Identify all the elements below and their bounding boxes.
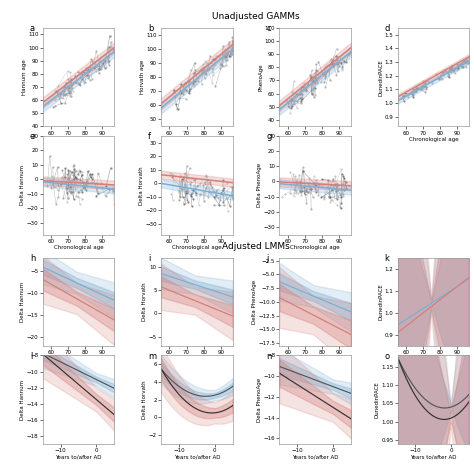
Text: h: h [30,254,35,263]
X-axis label: Years to/after AD: Years to/after AD [173,454,220,459]
Y-axis label: Delta Horvath: Delta Horvath [142,283,147,321]
X-axis label: Chronological age: Chronological age [290,245,340,250]
X-axis label: Chronological age: Chronological age [290,137,340,142]
X-axis label: Chronological age: Chronological age [54,245,103,250]
Y-axis label: Delta Hannum: Delta Hannum [20,282,26,322]
Text: j: j [266,254,269,263]
Y-axis label: Delta Horvath: Delta Horvath [139,166,144,204]
X-axis label: Chronological age: Chronological age [172,137,222,142]
Text: g: g [266,132,272,141]
Text: m: m [148,352,156,361]
Text: d: d [385,24,390,33]
X-axis label: Years to/after AD: Years to/after AD [55,454,102,459]
Text: a: a [30,24,35,33]
Y-axis label: Delta PhenoAge: Delta PhenoAge [257,378,262,421]
Text: c: c [266,24,271,33]
Y-axis label: Delta PhenoAge: Delta PhenoAge [257,163,262,207]
Text: i: i [148,254,150,263]
X-axis label: Chronological age: Chronological age [409,137,458,142]
Y-axis label: Delta PhenoAge: Delta PhenoAge [252,280,257,324]
Text: n: n [266,352,272,361]
X-axis label: Chronological age: Chronological age [290,356,340,362]
Text: e: e [30,132,35,141]
X-axis label: Years to/after AD: Years to/after AD [292,454,338,459]
Text: l: l [30,352,32,361]
X-axis label: Years to/after AD: Years to/after AD [410,454,456,459]
Y-axis label: DunedinPACE: DunedinPACE [375,381,380,418]
Text: f: f [148,132,151,141]
Y-axis label: PhenoAge: PhenoAge [258,63,263,91]
Y-axis label: Delta Hannum: Delta Hannum [20,379,26,420]
Y-axis label: Horvath age: Horvath age [140,60,145,94]
X-axis label: Chronological age: Chronological age [409,356,458,362]
X-axis label: Chronological age: Chronological age [172,356,222,362]
Y-axis label: Delta Hannum: Delta Hannum [20,165,26,205]
Text: k: k [385,254,390,263]
X-axis label: Chronological age: Chronological age [54,137,103,142]
Text: Adjusted LMMs: Adjusted LMMs [222,242,290,251]
X-axis label: Chronological age: Chronological age [172,245,222,250]
Text: o: o [385,352,390,361]
Y-axis label: DunedinPACE: DunedinPACE [378,284,383,320]
Y-axis label: Delta Horvath: Delta Horvath [142,380,147,419]
X-axis label: Chronological age: Chronological age [54,356,103,362]
Y-axis label: Hannum age: Hannum age [22,59,27,95]
Y-axis label: DunedinPACE: DunedinPACE [378,59,383,95]
Text: b: b [148,24,154,33]
Text: Unadjusted GAMMs: Unadjusted GAMMs [212,12,300,21]
